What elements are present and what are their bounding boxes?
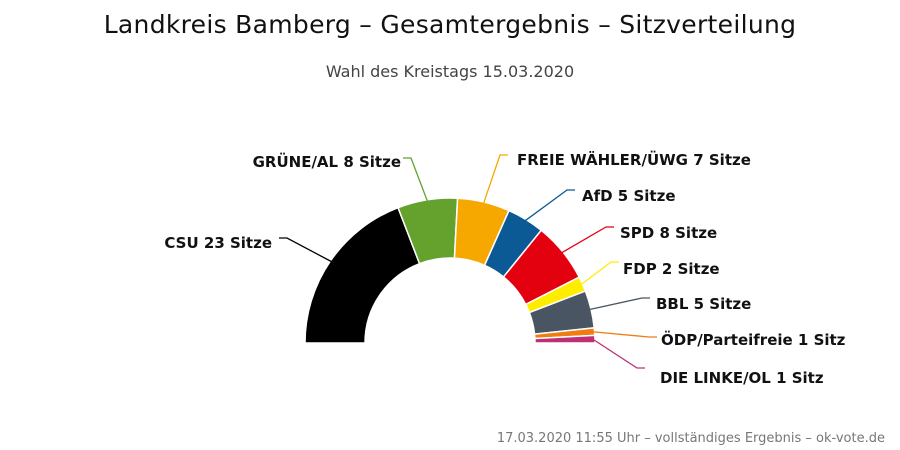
connector-line-freie-wähler-üwg <box>482 154 508 205</box>
seat-label-spd: SPD 8 Sitze <box>620 224 717 242</box>
connector-line-grüne-al <box>403 157 429 202</box>
connector-line-spd <box>560 226 614 254</box>
footer-note: 17.03.2020 11:55 Uhr – vollständiges Erg… <box>496 431 885 446</box>
connector-line-csu <box>279 237 333 263</box>
seat-label-grüne-al: GRÜNE/AL 8 Sitze <box>253 152 401 171</box>
seat-label-afd: AfD 5 Sitze <box>582 187 676 205</box>
seat-label-fdp: FDP 2 Sitze <box>623 260 720 278</box>
connector-line-ödp-parteifreie <box>592 331 657 338</box>
seat-segment-die-linke-ol <box>534 334 596 344</box>
connector-line-die-linke-ol <box>592 338 645 369</box>
connector-line-fdp <box>580 261 619 286</box>
chart-subtitle: Wahl des Kreistags 15.03.2020 <box>325 62 575 81</box>
seat-label-bbl: BBL 5 Sitze <box>656 295 751 313</box>
seat-segment-csu <box>304 206 421 344</box>
seat-label-ödp-parteifreie: ÖDP/Parteifreie 1 Sitz <box>661 330 846 349</box>
connector-line-bbl <box>588 297 650 311</box>
seat-label-freie-wähler-üwg: FREIE WÄHLER/ÜWG 7 Sitze <box>517 150 751 169</box>
seat-label-die-linke-ol: DIE LINKE/OL 1 Sitz <box>660 369 824 387</box>
chart-title: Landkreis Bamberg – Gesamtergebnis – Sit… <box>103 10 797 39</box>
connector-line-afd <box>524 189 575 222</box>
seat-label-csu: CSU 23 Sitze <box>164 234 272 252</box>
